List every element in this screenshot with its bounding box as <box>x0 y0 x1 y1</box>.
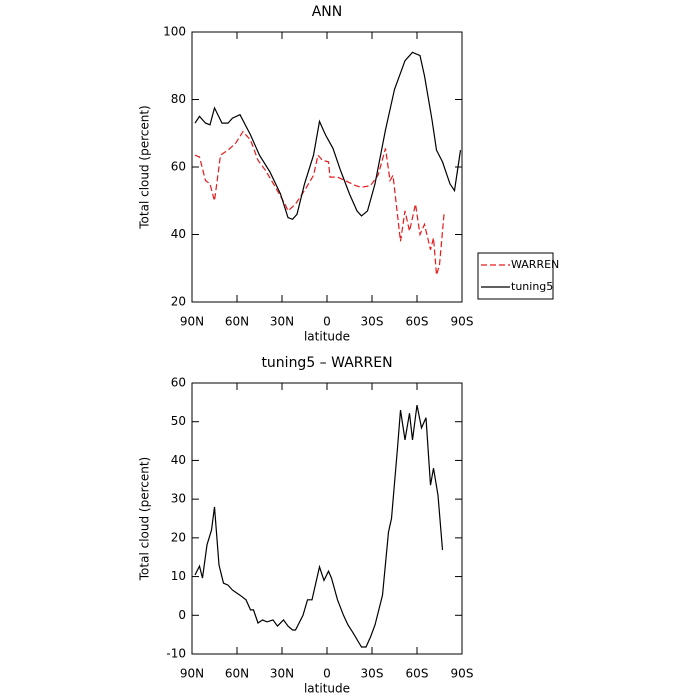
y-tick-label: 50 <box>171 414 186 428</box>
legend-box <box>477 252 554 300</box>
x-tick-label: 30N <box>270 315 294 329</box>
data-line <box>194 130 445 276</box>
plot-frame <box>191 31 463 303</box>
y-tick-label: 40 <box>171 453 186 467</box>
plot-frame <box>191 382 463 655</box>
x-tick-label: 90N <box>180 667 204 681</box>
chart-title: tuning5 – WARREN <box>261 355 392 371</box>
y-tick-label: 60 <box>171 376 186 390</box>
y-tick-label: 100 <box>163 25 186 39</box>
legend-label: WARREN <box>511 258 559 271</box>
y-tick-label: -10 <box>166 647 186 661</box>
x-tick-label: 0 <box>323 315 331 329</box>
x-tick-label: 0 <box>323 667 331 681</box>
x-tick-label: 30N <box>270 667 294 681</box>
x-axis-label: latitude <box>304 330 350 344</box>
y-axis-label: Total cloud (percent) <box>138 457 152 581</box>
x-tick-label: 60S <box>406 667 429 681</box>
y-tick-label: 60 <box>171 160 186 174</box>
x-tick-label: 60N <box>225 315 249 329</box>
x-tick-label: 60S <box>406 315 429 329</box>
y-axis-label: Total cloud (percent) <box>138 105 152 229</box>
x-tick-label: 60N <box>225 667 249 681</box>
y-tick-label: 40 <box>171 227 186 241</box>
legend-label: tuning5 <box>511 280 553 293</box>
y-tick-label: 0 <box>178 608 186 622</box>
x-tick-label: 30S <box>361 315 384 329</box>
x-tick-label: 90S <box>451 667 474 681</box>
y-tick-label: 80 <box>171 92 186 106</box>
data-line <box>194 51 462 221</box>
data-line <box>194 404 444 648</box>
y-tick-label: 20 <box>171 530 186 544</box>
x-tick-label: 90S <box>451 315 474 329</box>
y-tick-label: 30 <box>171 492 186 506</box>
y-tick-label: 20 <box>171 295 186 309</box>
x-axis-label: latitude <box>304 682 350 696</box>
chart-title: ANN <box>312 4 343 20</box>
y-tick-label: 10 <box>171 569 186 583</box>
x-tick-label: 30S <box>361 667 384 681</box>
x-tick-label: 90N <box>180 315 204 329</box>
